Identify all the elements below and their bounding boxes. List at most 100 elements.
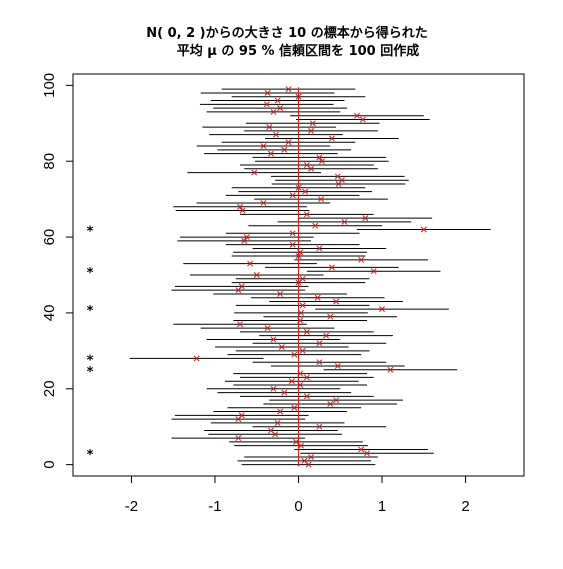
mean-marker-67: [239, 207, 246, 214]
mean-marker-42: [299, 302, 306, 309]
mean-marker-41: [379, 306, 385, 313]
mean-marker-20: [270, 385, 277, 392]
mean-marker-80: [318, 158, 325, 165]
mean-marker-26: [334, 363, 341, 369]
x-tick-label-0: 0: [294, 498, 302, 515]
mean-marker-50: [253, 272, 260, 278]
x-tick-label-1: 1: [378, 498, 386, 515]
mean-marker-19: [281, 389, 288, 396]
mean-marker-66: [303, 211, 310, 218]
mean-marker-40: [298, 309, 304, 316]
miss-marker-62: *: [87, 224, 94, 239]
y-tick-label-0: 0: [41, 460, 58, 468]
mean-marker-18: [303, 393, 310, 400]
miss-marker-51: *: [87, 266, 94, 281]
mean-marker-58: [289, 241, 296, 248]
mean-marker-77: [251, 169, 258, 176]
mean-marker-27: [316, 359, 323, 366]
mean-marker-71: [289, 192, 296, 199]
chart-title-line2: 平均 μ の 95 % 信頼区間を 100 回作成: [177, 43, 420, 59]
mean-marker-39: [327, 313, 334, 320]
mean-marker-45: [277, 291, 284, 297]
mean-marker-91: [359, 116, 366, 123]
mean-marker-76: [334, 173, 341, 180]
miss-marker-41: *: [87, 304, 94, 319]
mean-marker-31: [278, 344, 285, 351]
mean-marker-94: [277, 105, 284, 112]
mean-marker-32: [316, 340, 323, 347]
mean-marker-7: [235, 435, 242, 442]
mean-marker-17: [333, 397, 340, 404]
mean-marker-16: [327, 400, 334, 407]
y-tick-label-20: 20: [41, 380, 58, 397]
mean-marker-57: [316, 245, 323, 252]
mean-marker-44: [314, 294, 321, 301]
mean-marker-59: [241, 237, 248, 244]
mean-marker-85: [285, 139, 292, 146]
mean-marker-82: [267, 150, 274, 157]
mean-marker-22: [288, 378, 295, 385]
mean-marker-4: [358, 446, 365, 453]
mean-marker-99: [285, 86, 292, 93]
mean-marker-47: [238, 283, 245, 290]
mean-marker-87: [272, 131, 279, 138]
mean-marker-49: [299, 275, 306, 282]
mean-marker-64: [341, 218, 348, 225]
mean-marker-13: [238, 412, 245, 419]
x-tick-label-2: 2: [461, 498, 469, 515]
mean-marker-1: [301, 457, 308, 464]
mean-marker-92: [354, 112, 360, 119]
mean-marker-83: [281, 146, 288, 153]
mean-marker-29: [291, 351, 298, 358]
mean-marker-28: [193, 355, 200, 362]
mean-marker-10: [316, 423, 323, 430]
mean-marker-35: [303, 328, 310, 335]
y-tick-label-80: 80: [41, 153, 58, 170]
mean-marker-11: [274, 419, 281, 426]
miss-marker-3: *: [87, 448, 94, 463]
mean-marker-5: [298, 442, 304, 449]
mean-marker-52: [328, 264, 335, 271]
mean-marker-3: [364, 450, 370, 457]
mean-marker-96: [274, 97, 281, 104]
mean-marker-63: [312, 222, 319, 229]
mean-marker-79: [303, 162, 310, 168]
x-tick-label--1: -1: [208, 498, 221, 515]
mean-marker-88: [308, 127, 314, 134]
mean-marker-61: [289, 230, 296, 237]
x-tick-label--2: -2: [125, 498, 138, 515]
mean-marker-93: [270, 108, 277, 115]
mean-marker-62: [420, 226, 427, 233]
mean-marker-98: [264, 90, 271, 96]
mean-marker-36: [264, 325, 271, 332]
mean-marker-25: [387, 366, 394, 373]
mean-marker-90: [309, 120, 316, 127]
mean-marker-54: [358, 256, 365, 263]
mean-marker-53: [247, 260, 254, 267]
mean-marker-72: [302, 188, 309, 195]
miss-marker-28: *: [87, 353, 94, 368]
mean-marker-group: [193, 86, 427, 468]
mean-marker-65: [362, 215, 369, 222]
miss-marker-25: *: [87, 365, 94, 380]
mean-marker-6: [293, 438, 299, 445]
miss-marker-group: ******: [87, 224, 94, 463]
mean-marker-60: [243, 234, 250, 241]
mean-marker-30: [299, 347, 306, 354]
mean-marker-34: [323, 332, 330, 339]
y-tick-label-100: 100: [41, 73, 58, 98]
y-tick-label-60: 60: [41, 229, 58, 246]
mean-marker-2: [308, 454, 314, 460]
mean-marker-33: [270, 336, 277, 343]
mean-marker-89: [266, 124, 273, 131]
mean-marker-86: [328, 135, 335, 142]
mean-marker-9: [267, 427, 274, 434]
x-axis: -2 -1 0 1 2: [125, 475, 470, 515]
mean-marker-69: [260, 199, 267, 206]
mean-marker-14: [277, 408, 284, 415]
mean-marker-43: [333, 298, 340, 305]
y-axis: 0 20 40 60 80 100: [41, 73, 74, 469]
mean-marker-70: [318, 196, 325, 203]
mean-marker-37: [237, 321, 243, 328]
